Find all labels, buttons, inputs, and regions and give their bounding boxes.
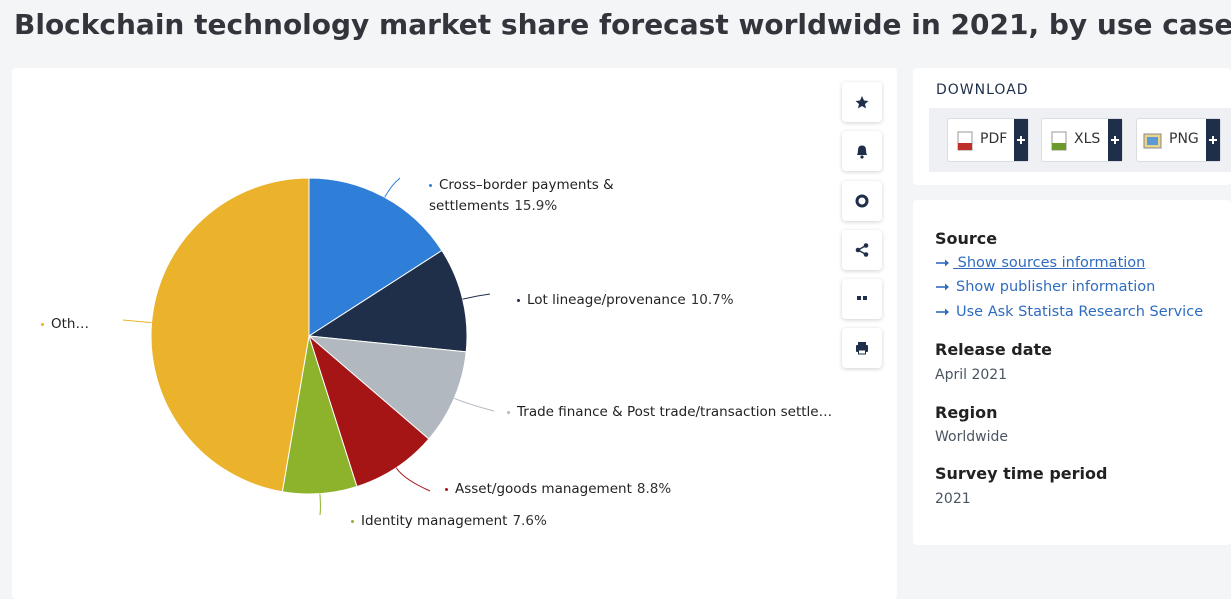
slice-label: Trade finance & Post trade/transaction s… <box>507 402 832 423</box>
print-button[interactable] <box>842 328 882 368</box>
button-label: PDF <box>980 131 1008 147</box>
publisher-link[interactable]: Show publisher information <box>956 279 1156 295</box>
button-label: PNG <box>1169 131 1199 147</box>
label-name: Trade finance & Post trade/transaction s… <box>517 404 833 420</box>
download-card: DOWNLOAD PDF XLS PNG <box>913 68 1231 185</box>
slice-label: Identity management 7.6% <box>351 511 547 532</box>
download-heading: DOWNLOAD <box>936 82 1029 98</box>
label-value: 8.8% <box>636 481 672 497</box>
slice-label: Cross–border payments & settlements 15.9% <box>429 175 629 217</box>
xls-button[interactable]: XLS <box>1041 118 1123 162</box>
link-arrows <box>936 259 949 316</box>
favorite-button[interactable] <box>842 82 882 122</box>
pie-slice <box>308 177 443 337</box>
period-value: 2021 <box>935 491 971 507</box>
label-name: Lot lineage/provenance <box>527 292 686 308</box>
leader-line <box>395 467 431 492</box>
label-dot <box>429 183 432 187</box>
pie-slice <box>307 334 430 488</box>
button-label: XLS <box>1074 131 1101 147</box>
pie-slice <box>307 335 467 440</box>
label-value: 15.9% <box>514 198 558 214</box>
slice-label: Oth… <box>41 314 89 335</box>
region-heading: Region <box>935 403 998 422</box>
leader-line <box>122 319 152 324</box>
label-name: Identity management <box>361 513 508 529</box>
label-dot <box>445 487 448 491</box>
leader-line <box>454 397 495 412</box>
settings-button[interactable] <box>842 181 882 221</box>
slice-label: Lot lineage/provenance 10.7% <box>517 290 734 311</box>
pie-slice <box>307 249 468 353</box>
label-dot <box>351 519 354 523</box>
slice-label: Asset/goods management 8.8% <box>445 479 671 500</box>
pie-slice <box>150 177 310 493</box>
png-button[interactable]: PNG <box>1136 118 1221 162</box>
label-value: 7.6% <box>512 513 547 529</box>
leader-line <box>319 493 321 516</box>
page-title: Blockchain technology market share forec… <box>14 8 1231 41</box>
label-value: 10.7% <box>690 292 734 308</box>
cite-button[interactable] <box>842 279 882 319</box>
chart <box>122 177 495 516</box>
leader-line <box>462 293 491 300</box>
release-heading: Release date <box>935 340 1052 359</box>
info-card: Source Show sources information Show pub… <box>913 200 1231 545</box>
label-name: Asset/goods management <box>455 481 632 497</box>
label-dot <box>41 322 44 326</box>
label-name: Oth… <box>51 316 89 332</box>
release-value: April 2021 <box>935 367 1008 383</box>
chart-card: Cross–border payments & settlements 15.9%… <box>12 68 897 599</box>
source-heading: Source <box>935 229 998 248</box>
research-link[interactable]: Use Ask Statista Research Service <box>956 304 1204 320</box>
leader-line <box>384 177 401 198</box>
source-link[interactable]: Show sources information <box>953 255 1146 271</box>
notification-button[interactable] <box>842 131 882 171</box>
period-heading: Survey time period <box>935 464 1108 483</box>
share-button[interactable] <box>842 230 882 270</box>
region-value: Worldwide <box>935 429 1008 445</box>
label-dot <box>517 298 520 302</box>
label-name: Cross–border payments & settlements <box>429 177 614 214</box>
pdf-button[interactable]: PDF <box>947 118 1029 162</box>
label-dot <box>507 410 510 414</box>
